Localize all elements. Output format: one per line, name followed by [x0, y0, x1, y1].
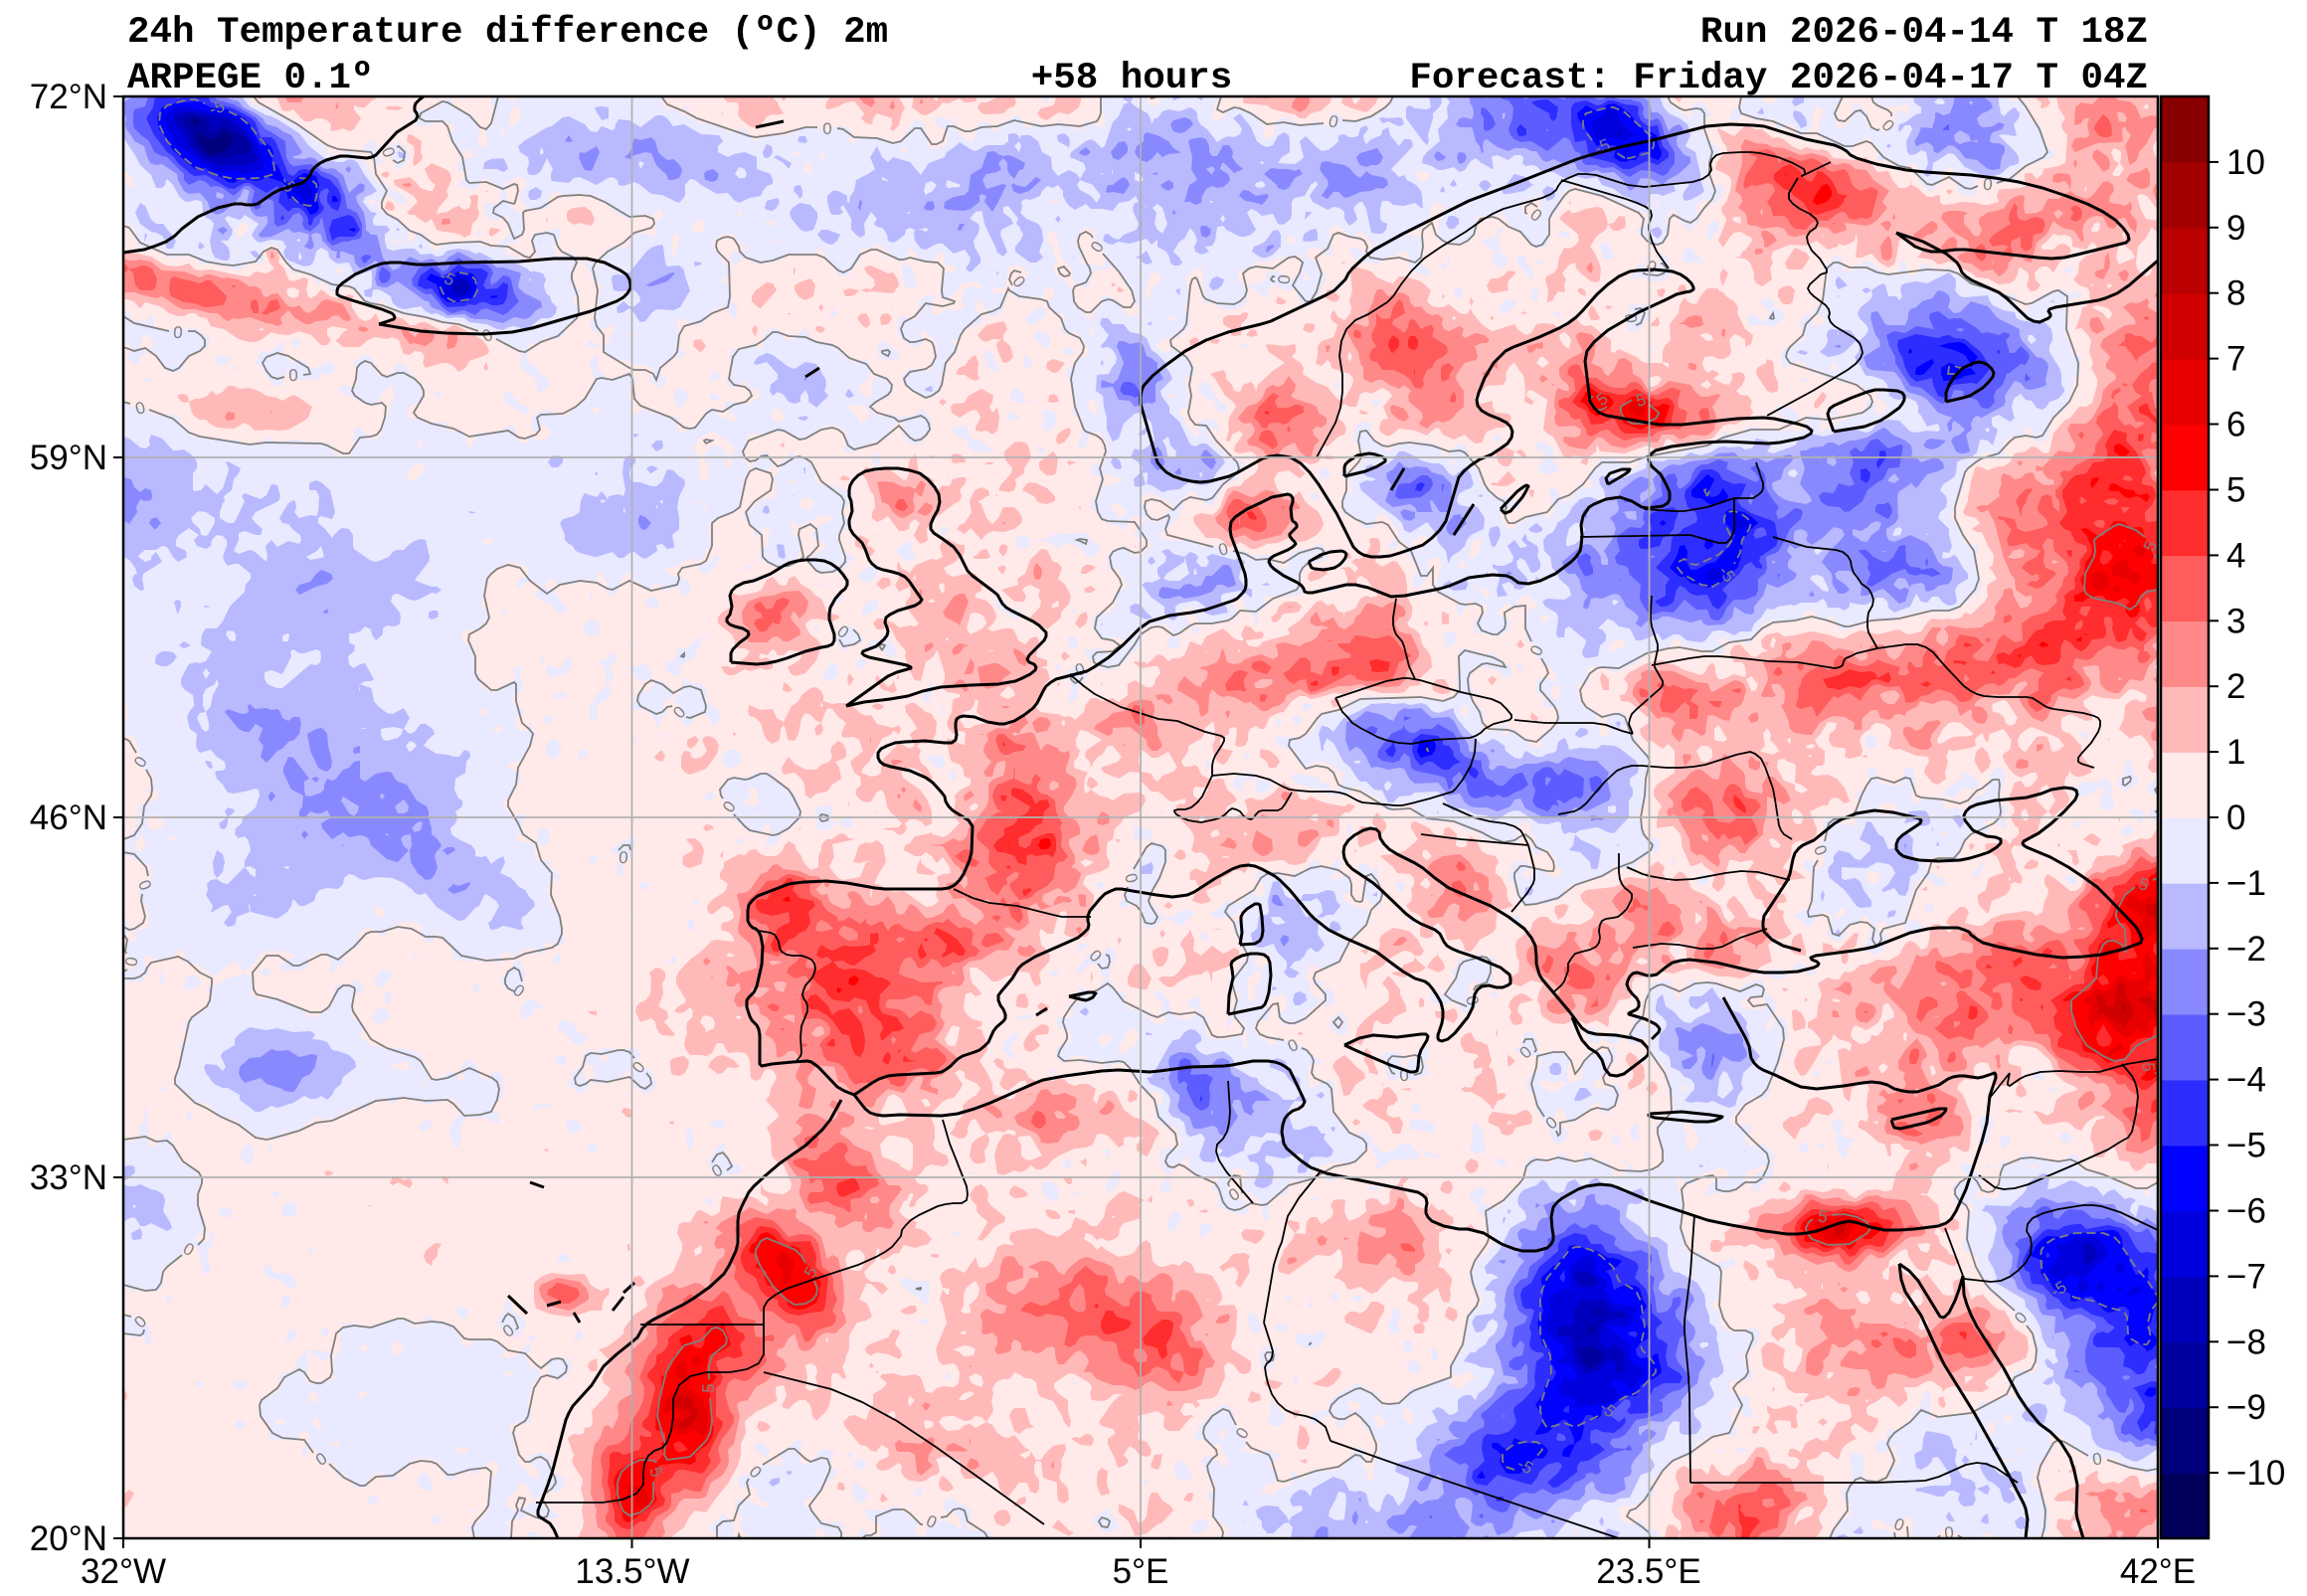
- svg-text:24h Temperature difference (ºC: 24h Temperature difference (ºC) 2m: [127, 12, 888, 54]
- svg-text:-5: -5: [207, 96, 227, 119]
- svg-text:−7: −7: [2226, 1257, 2266, 1296]
- svg-text:3: 3: [2226, 602, 2245, 640]
- svg-text:33°N: 33°N: [30, 1158, 107, 1197]
- svg-text:0: 0: [822, 119, 831, 138]
- svg-text:0: 0: [1462, 993, 1483, 1007]
- svg-text:0: 0: [288, 366, 298, 385]
- svg-text:0: 0: [1216, 539, 1230, 560]
- svg-text:0: 0: [121, 956, 141, 968]
- svg-text:7: 7: [2226, 340, 2245, 379]
- svg-text:5: 5: [1817, 1206, 1829, 1226]
- svg-text:Forecast: Friday 2026-04-17 T: Forecast: Friday 2026-04-17 T 04Z: [1409, 58, 2148, 99]
- svg-text:5°E: 5°E: [1113, 1552, 1169, 1591]
- svg-text:ARPEGE 0.1º: ARPEGE 0.1º: [127, 58, 374, 99]
- svg-text:0: 0: [2091, 1449, 2103, 1469]
- svg-text:5: 5: [2226, 471, 2245, 510]
- svg-text:−8: −8: [2226, 1323, 2266, 1361]
- svg-text:32°W: 32°W: [81, 1552, 166, 1591]
- svg-text:2: 2: [2226, 667, 2245, 706]
- svg-text:−5: −5: [2226, 1127, 2266, 1165]
- svg-text:−2: −2: [2226, 930, 2266, 969]
- svg-text:Run 2026-04-14 T 18Z: Run 2026-04-14 T 18Z: [1700, 12, 2148, 54]
- svg-text:72°N: 72°N: [30, 78, 107, 116]
- svg-text:9: 9: [2226, 209, 2245, 248]
- svg-text:0: 0: [1327, 111, 1340, 132]
- svg-text:0: 0: [1121, 871, 1142, 885]
- svg-text:0: 0: [618, 848, 628, 868]
- svg-text:1: 1: [2226, 733, 2245, 772]
- svg-text:−4: −4: [2226, 1061, 2266, 1100]
- svg-text:−9: −9: [2226, 1388, 2266, 1427]
- svg-text:5: 5: [2139, 1062, 2158, 1072]
- svg-text:5: 5: [699, 1383, 718, 1393]
- svg-text:0: 0: [1275, 273, 1295, 284]
- svg-text:−3: −3: [2226, 995, 2266, 1034]
- svg-text:−10: −10: [2226, 1454, 2285, 1493]
- svg-text:42°E: 42°E: [2120, 1552, 2196, 1591]
- svg-text:0: 0: [173, 323, 184, 343]
- svg-text:−6: −6: [2226, 1192, 2266, 1231]
- svg-text:6: 6: [2226, 406, 2245, 444]
- svg-text:8: 8: [2226, 274, 2245, 313]
- svg-text:13.5°W: 13.5°W: [575, 1552, 689, 1591]
- svg-text:20°N: 20°N: [30, 1519, 107, 1558]
- svg-text:59°N: 59°N: [30, 439, 107, 477]
- svg-text:+58 hours: +58 hours: [1031, 58, 1233, 99]
- svg-text:0: 0: [2226, 798, 2245, 837]
- svg-text:4: 4: [2226, 536, 2245, 575]
- svg-text:23.5°E: 23.5°E: [1596, 1552, 1700, 1591]
- svg-text:10: 10: [2226, 143, 2265, 182]
- svg-text:46°N: 46°N: [30, 798, 107, 837]
- svg-text:0: 0: [1982, 175, 1993, 195]
- svg-text:−1: −1: [2226, 864, 2266, 903]
- svg-text:0: 0: [1944, 1523, 1955, 1543]
- svg-text:0: 0: [1399, 1066, 1409, 1085]
